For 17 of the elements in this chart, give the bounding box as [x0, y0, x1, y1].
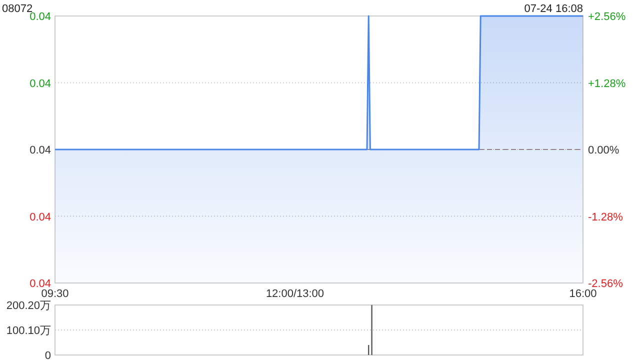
text: 07-24 16:08 — [524, 3, 583, 15]
y2-tick-label: -2.56% — [588, 278, 624, 290]
y2-tick-label: +1.28% — [588, 78, 626, 90]
y-tick-label: 200.20万 — [6, 300, 51, 312]
y2-tick-label: -1.28% — [588, 211, 624, 224]
x-tick-label: 12:00/13:00 — [266, 288, 324, 300]
y2-tick-label: +2.56% — [588, 11, 626, 23]
y-tick-label: 0 — [44, 350, 51, 360]
y2-tick-label: 0.00% — [588, 144, 620, 156]
y-tick-label: 0.04 — [30, 211, 51, 224]
y-tick-label: 0.04 — [30, 78, 51, 90]
x-tick-label: 09:30 — [41, 288, 69, 300]
y-tick-label: 0.04 — [30, 11, 51, 23]
y-tick-label: 0.04 — [30, 278, 51, 290]
y-tick-label: 0.04 — [30, 144, 51, 156]
y-tick-label: 100.10万 — [6, 325, 51, 337]
x-tick-label: 16:00 — [569, 288, 597, 300]
